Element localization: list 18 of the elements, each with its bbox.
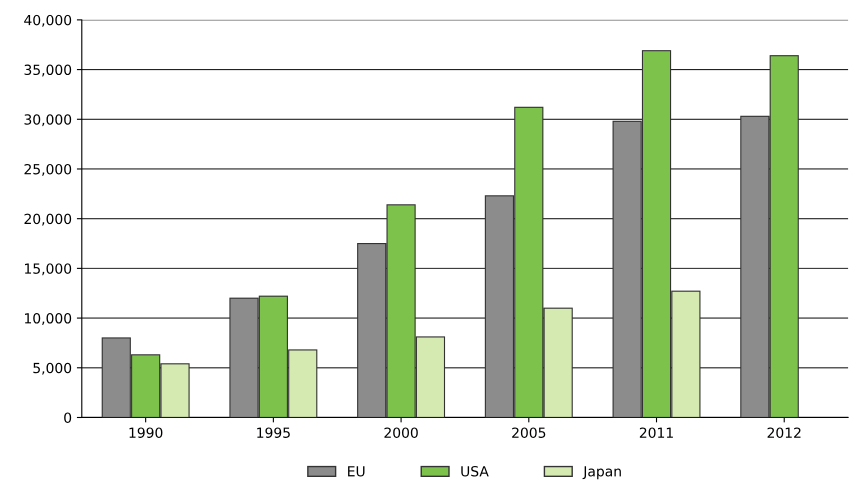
y-tick-label: 30,000: [24, 114, 72, 126]
y-tick-label: 35,000: [24, 64, 72, 76]
y-tick-label: 15,000: [25, 263, 72, 276]
legend-label: USA: [461, 466, 489, 477]
x-tick-label: 2011: [640, 427, 673, 438]
x-tick-label: 2012: [768, 427, 801, 438]
y-tick-label: 10,000: [25, 313, 72, 325]
x-tick-label: 1990: [130, 427, 162, 438]
y-tick-label: 20,000: [24, 214, 72, 226]
x-tick-label: 1995: [257, 427, 290, 438]
y-tick-label: 0: [64, 412, 72, 423]
y-tick-label: 40,000: [24, 14, 72, 27]
legend-label: Japan: [582, 466, 621, 480]
y-tick-label: 25,000: [24, 164, 72, 176]
legend-label: EU: [348, 466, 364, 477]
x-tick-label: 2005: [512, 427, 546, 438]
y-tick-label: 5,000: [33, 362, 72, 375]
x-tick-label: 2000: [384, 427, 418, 438]
